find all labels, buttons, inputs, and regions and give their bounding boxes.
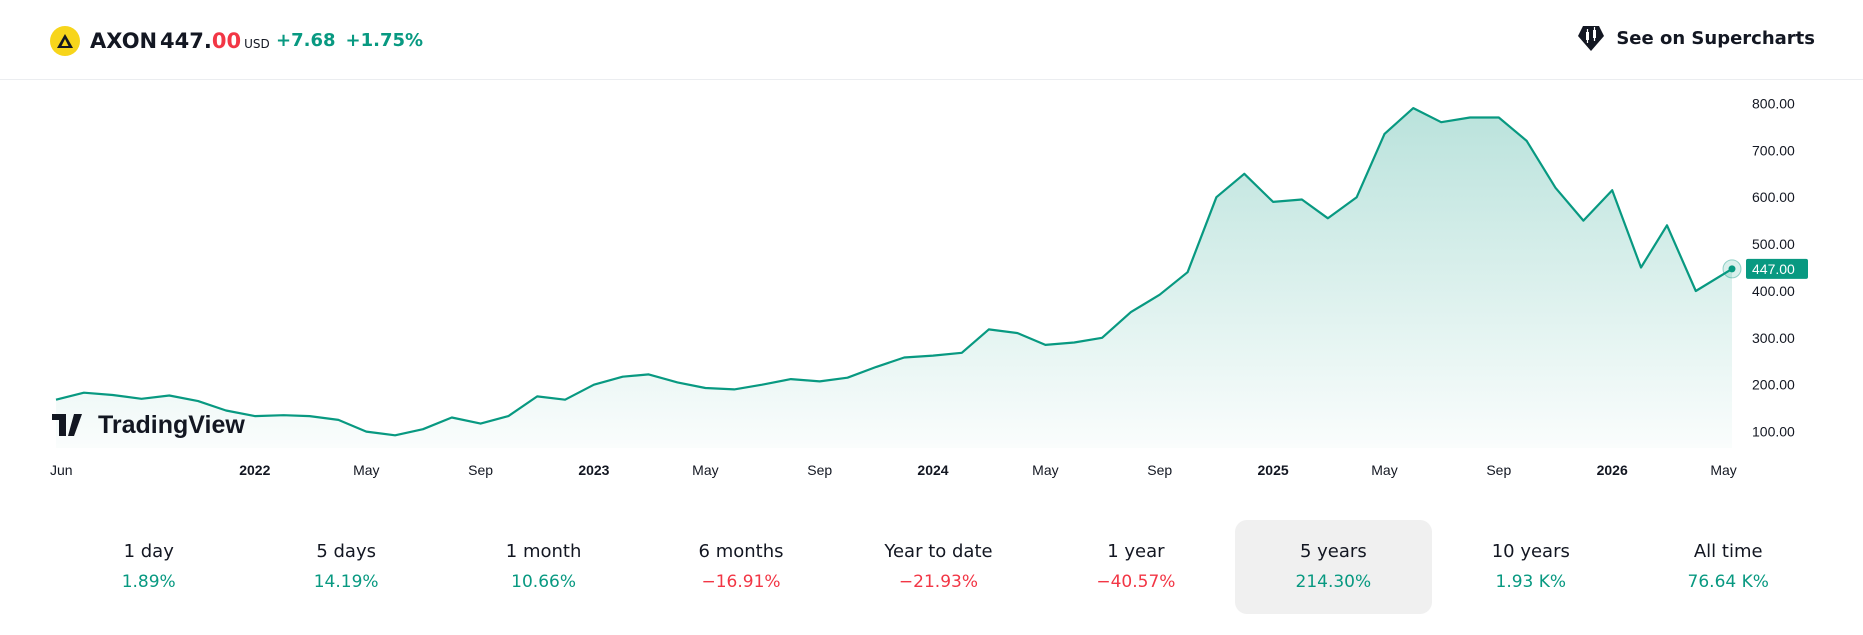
period-label: 1 year	[1107, 541, 1165, 562]
x-tick-label: Sep	[1486, 462, 1511, 478]
period-tab[interactable]: 6 months −16.91%	[642, 520, 839, 614]
period-return: 214.30%	[1295, 572, 1372, 592]
tradingview-watermark: TradingView	[52, 411, 245, 439]
x-tick-label: 2026	[1597, 462, 1628, 478]
last-price-badge	[1746, 258, 1808, 279]
period-label: Year to date	[884, 541, 993, 562]
y-tick-label: 400.00	[1752, 283, 1795, 299]
y-tick-label: 600.00	[1752, 189, 1795, 205]
period-return: −21.93%	[898, 572, 978, 592]
price-main: 447.	[160, 29, 212, 53]
x-tick-label: Sep	[1147, 462, 1172, 478]
see-on-supercharts-link[interactable]: See on Supercharts	[1576, 24, 1815, 52]
period-tab[interactable]: 5 years 214.30%	[1234, 520, 1433, 614]
period-return: −16.91%	[701, 572, 781, 592]
x-tick-label: 2022	[239, 462, 270, 478]
x-tick-label: May	[1710, 462, 1736, 478]
period-return: 76.64 K%	[1687, 572, 1769, 592]
y-tick-label: 200.00	[1752, 377, 1795, 393]
x-tick-label: 2024	[917, 462, 948, 478]
axon-triangle-icon	[57, 34, 73, 48]
x-tick-label: Sep	[807, 462, 832, 478]
price-change: +7.68 +1.75%	[276, 26, 423, 56]
period-tab[interactable]: 10 years 1.93 K%	[1432, 520, 1629, 614]
watermark-text: TradingView	[98, 411, 245, 439]
period-return: 1.93 K%	[1495, 572, 1567, 592]
period-return: 14.19%	[313, 572, 379, 592]
price-last-digits: 00	[211, 29, 242, 53]
x-tick-label: Jun	[50, 462, 73, 478]
period-tab[interactable]: Year to date −21.93%	[840, 520, 1037, 614]
x-tick-label: 2023	[578, 462, 609, 478]
period-label: 5 days	[316, 541, 376, 562]
period-label: 5 years	[1299, 541, 1367, 562]
period-return: −40.57%	[1096, 572, 1176, 592]
x-tick-label: Sep	[468, 462, 493, 478]
last-price-badge-label: 447.00	[1752, 261, 1795, 277]
currency-label: USD	[244, 37, 270, 51]
price-area-fill	[56, 108, 1732, 448]
axon-logo	[50, 26, 80, 56]
last-point-marker	[1728, 265, 1736, 273]
x-tick-label: May	[1371, 462, 1397, 478]
change-percent: +1.75%	[345, 30, 424, 51]
x-tick-label: May	[353, 462, 379, 478]
y-tick-label: 800.00	[1752, 95, 1795, 111]
x-tick-label: May	[692, 462, 718, 478]
period-tab[interactable]: 1 month 10.66%	[445, 520, 642, 614]
ticker-symbol[interactable]: AXON	[90, 29, 158, 53]
price-chart[interactable]: 800.00 700.00 600.00 500.00 400.00 300.00 200.…	[0, 80, 1863, 490]
period-tab[interactable]: 1 year −40.57%	[1037, 520, 1234, 614]
last-price: 447.00 USD	[160, 26, 270, 59]
period-tab[interactable]: 5 days 14.19%	[247, 520, 444, 614]
x-tick-label: 2025	[1258, 462, 1289, 478]
period-label: All time	[1693, 541, 1763, 562]
period-return: 10.66%	[511, 572, 576, 592]
supercharts-label: See on Supercharts	[1616, 27, 1815, 49]
y-tick-label: 300.00	[1752, 330, 1795, 346]
y-tick-label: 100.00	[1752, 424, 1795, 440]
period-tab[interactable]: All time 76.64 K%	[1630, 520, 1827, 614]
period-return: 1.89%	[121, 572, 176, 592]
supercharts-icon	[1578, 26, 1605, 51]
period-label: 6 months	[698, 541, 784, 562]
y-tick-label: 500.00	[1752, 236, 1795, 252]
x-tick-label: May	[1032, 462, 1058, 478]
period-label: 10 years	[1491, 541, 1570, 562]
symbol-header: AXON 447.00 USD +7.68 +1.75% See on Superc…	[0, 0, 1863, 80]
price-series-line	[55, 107, 1733, 437]
period-label: 1 month	[505, 541, 582, 562]
period-label: 1 day	[123, 541, 174, 562]
period-selector: 1 day 1.89% 5 days 14.19% 1 month 10.66% 6 mon…	[50, 520, 1827, 614]
y-tick-label: 700.00	[1752, 142, 1795, 158]
change-absolute: +7.68	[276, 30, 336, 51]
period-tab[interactable]: 1 day 1.89%	[50, 520, 247, 614]
